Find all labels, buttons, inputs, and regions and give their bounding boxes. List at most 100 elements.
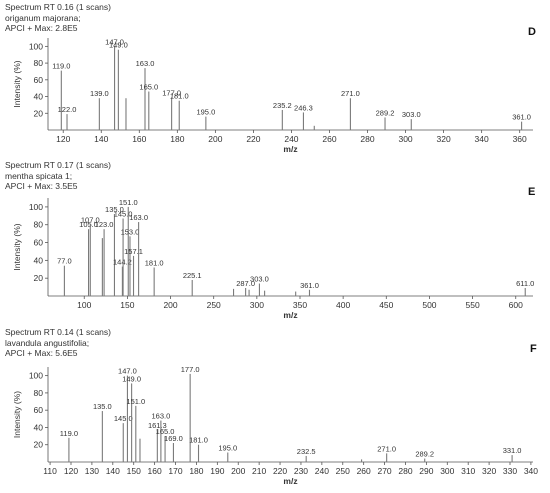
x-tick-label: 260 <box>357 466 371 476</box>
x-tick-label: 190 <box>210 466 224 476</box>
y-tick-label: 100 <box>29 41 43 51</box>
peak-label: 331.0 <box>503 446 522 455</box>
spectrum-title: Spectrum RT 0.16 (1 scans) <box>5 2 111 12</box>
peak-label: 149.0 <box>122 374 141 383</box>
peak-label: 303.0 <box>250 275 269 284</box>
peak-label: 153.0 <box>121 227 140 236</box>
x-tick-label: 320 <box>482 466 496 476</box>
x-tick-label: 100 <box>77 300 91 310</box>
x-axis-label: m/z <box>283 144 297 154</box>
x-tick-label: 170 <box>168 466 182 476</box>
ionization-max: APCI + Max: 2.8E5 <box>5 23 78 33</box>
peak-label: 271.0 <box>377 444 396 453</box>
x-tick-label: 140 <box>106 466 120 476</box>
x-tick-label: 200 <box>208 134 222 144</box>
spectrum-header: Spectrum RT 0.17 (1 scans) mentha spicat… <box>5 160 111 192</box>
x-axis-label: m/z <box>283 310 297 320</box>
peak-label: 135.0 <box>93 402 112 411</box>
peak-label: 195.0 <box>218 444 237 453</box>
panel-letter: D <box>528 26 536 38</box>
peak-label: 181.0 <box>189 436 208 445</box>
y-axis-label: Intensity (%) <box>12 391 22 438</box>
peak-label: 123.0 <box>95 220 114 229</box>
x-tick-label: 350 <box>293 300 307 310</box>
spectrum-panel-e: Spectrum RT 0.17 (1 scans) mentha spicat… <box>0 158 550 328</box>
sample-name: origanum majorana; <box>5 12 81 23</box>
x-tick-label: 450 <box>379 300 393 310</box>
peak-label: 235.2 <box>273 101 292 110</box>
x-tick-label: 210 <box>252 466 266 476</box>
x-tick-label: 160 <box>132 134 146 144</box>
panel-letter: E <box>528 186 536 198</box>
peak-label: 151.0 <box>119 198 138 207</box>
x-tick-label: 140 <box>94 134 108 144</box>
mass-spectrum-chart-d: 20 40 60 80 100 120 140 160 180 200 220 240 260 280 30… <box>12 37 533 154</box>
y-tick-label: 100 <box>29 202 43 212</box>
peak-label: 271.0 <box>341 89 360 98</box>
x-axis-label: m/z <box>283 476 297 486</box>
x-tick-label: 220 <box>273 466 287 476</box>
x-tick-label: 180 <box>170 134 184 144</box>
x-tick-label: 220 <box>246 134 260 144</box>
mass-spectrum-chart-e: 20 40 60 80 100 100 150 200 250 300 350 400 450 500 55… <box>12 198 534 320</box>
peak-label: 119.0 <box>60 429 78 438</box>
spectrum-header: Spectrum RT 0.14 (1 scans) lavandula ang… <box>5 327 111 359</box>
mass-spectrum-chart-f: 20 40 60 80 100 110 120 130 140 150 160 170 180 190 20… <box>12 365 538 486</box>
peak-label: 303.0 <box>402 110 421 119</box>
sample-name: lavandula angustifolia; <box>5 337 90 348</box>
x-tick-label: 150 <box>127 466 141 476</box>
peak-label: 105.0 <box>79 220 98 229</box>
x-tick-label: 340 <box>475 134 489 144</box>
y-axis-label: Intensity (%) <box>12 60 22 107</box>
x-tick-label: 270 <box>377 466 391 476</box>
x-tick-label: 110 <box>43 466 57 476</box>
x-tick-label: 240 <box>284 134 298 144</box>
peak-label: 163.0 <box>151 412 170 421</box>
x-tick-label: 250 <box>336 466 350 476</box>
peak-label: 147.0 <box>118 367 137 376</box>
y-tick-label: 80 <box>34 388 44 398</box>
y-tick-label: 20 <box>34 108 44 118</box>
x-tick-label: 300 <box>398 134 412 144</box>
peak-label: 181.0 <box>145 258 164 267</box>
peak-label: 119.0 <box>52 62 70 71</box>
y-tick-label: 60 <box>34 405 44 415</box>
peak-label: 289.2 <box>376 108 395 117</box>
peak-label: 165.0 <box>139 83 158 92</box>
x-tick-label: 310 <box>461 466 475 476</box>
x-tick-label: 230 <box>294 466 308 476</box>
x-tick-label: 330 <box>503 466 517 476</box>
peak-label: 611.0 <box>516 279 534 288</box>
y-axis-label: Intensity (%) <box>12 223 22 270</box>
peak-label: 177.0 <box>162 88 181 97</box>
peak-label: 147.0 <box>105 37 124 46</box>
ionization-max: APCI + Max: 3.5E5 <box>5 181 78 191</box>
y-tick-label: 20 <box>34 440 44 450</box>
x-tick-label: 130 <box>85 466 99 476</box>
peak-label: 107.0 <box>81 216 100 225</box>
x-tick-label: 360 <box>513 134 527 144</box>
peak-label: 144.2 <box>113 258 132 267</box>
peak-label: 165.0 <box>156 427 175 436</box>
y-tick-label: 40 <box>34 92 44 102</box>
x-tick-label: 300 <box>250 300 264 310</box>
panel-letter: F <box>530 343 537 355</box>
peak-label: 361.0 <box>300 281 319 290</box>
x-tick-label: 340 <box>524 466 538 476</box>
spectrum-header: Spectrum RT 0.16 (1 scans) origanum majo… <box>5 2 111 34</box>
peak-label: 135.0 <box>105 205 124 214</box>
x-tick-label: 280 <box>398 466 412 476</box>
spectrum-panel-f: Spectrum RT 0.14 (1 scans) lavandula ang… <box>0 325 550 493</box>
y-tick-label: 60 <box>34 238 44 248</box>
peak-label: 151.0 <box>126 397 145 406</box>
x-tick-label: 240 <box>315 466 329 476</box>
x-tick-label: 120 <box>56 134 70 144</box>
x-tick-label: 160 <box>148 466 162 476</box>
x-tick-label: 290 <box>419 466 433 476</box>
peak-label: 157.1 <box>124 247 143 256</box>
x-tick-label: 200 <box>163 300 177 310</box>
peak-label: 163.0 <box>136 59 155 68</box>
peak-label: 149.0 <box>109 41 128 50</box>
y-tick-label: 40 <box>34 255 44 265</box>
peak-label: 195.0 <box>196 108 215 117</box>
